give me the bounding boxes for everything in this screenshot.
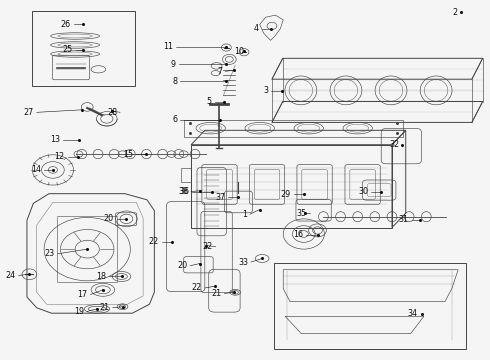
Text: 6: 6 <box>172 115 177 124</box>
Text: 37: 37 <box>215 193 225 202</box>
Text: 21: 21 <box>99 303 110 312</box>
Text: 23: 23 <box>45 249 55 258</box>
Text: 27: 27 <box>24 108 34 117</box>
Text: 17: 17 <box>77 290 88 299</box>
Text: 3: 3 <box>263 86 268 95</box>
Text: 18: 18 <box>96 272 106 281</box>
Text: 33: 33 <box>238 258 248 266</box>
Text: 11: 11 <box>164 42 173 51</box>
Text: 15: 15 <box>123 150 133 158</box>
Text: 22: 22 <box>202 242 213 251</box>
Text: 7: 7 <box>218 67 222 76</box>
Text: 36: 36 <box>179 187 189 196</box>
Text: 28: 28 <box>107 108 117 117</box>
Text: 29: 29 <box>281 190 291 199</box>
Text: 16: 16 <box>294 230 303 239</box>
Text: 20: 20 <box>177 261 187 270</box>
Text: 8: 8 <box>172 77 177 85</box>
Text: 34: 34 <box>408 309 417 318</box>
Text: 35: 35 <box>296 209 307 217</box>
Text: 2: 2 <box>453 8 458 17</box>
Text: 22: 22 <box>148 238 159 246</box>
Text: 13: 13 <box>50 135 60 144</box>
Text: 20: 20 <box>103 214 114 223</box>
Text: 10: 10 <box>235 46 245 55</box>
Text: 21: 21 <box>211 289 221 298</box>
Text: 25: 25 <box>63 45 73 54</box>
Text: 32: 32 <box>390 140 400 149</box>
Text: 26: 26 <box>60 20 71 29</box>
Bar <box>274 263 466 349</box>
Text: 5: 5 <box>207 97 212 106</box>
Text: 12: 12 <box>54 152 65 161</box>
Text: 14: 14 <box>31 165 41 174</box>
Text: 22: 22 <box>192 284 202 292</box>
Bar <box>32 11 135 86</box>
Text: 38: 38 <box>178 187 188 196</box>
Text: 1: 1 <box>242 210 247 219</box>
Text: 24: 24 <box>5 271 16 280</box>
Text: 31: 31 <box>399 215 409 224</box>
Text: 9: 9 <box>171 60 176 69</box>
Text: 19: 19 <box>74 307 84 316</box>
Text: 4: 4 <box>254 24 259 33</box>
Text: 30: 30 <box>359 187 368 196</box>
